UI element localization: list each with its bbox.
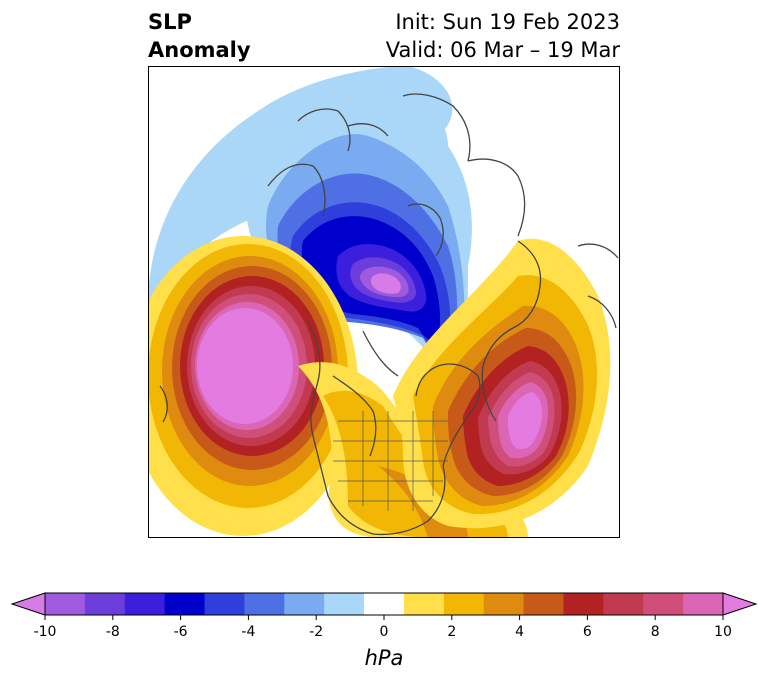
colorbar-tick-label: -2 <box>309 624 324 640</box>
colorbar-tick-label: -8 <box>105 624 120 640</box>
colorbar-tick-label: 0 <box>379 624 389 640</box>
colorbar-segment <box>324 593 365 615</box>
pacific-high-anomaly <box>148 236 358 536</box>
map-panel <box>148 66 620 538</box>
colorbar-segment <box>364 593 405 615</box>
title-line-1: SLP <box>148 10 192 34</box>
valid-range: Valid: 06 Mar – 19 Mar <box>385 38 620 62</box>
colorbar-segment <box>603 593 644 615</box>
colorbar-right-arrow <box>722 592 758 616</box>
colorbar-segment <box>84 593 126 615</box>
colorbar-tick-label: 10 <box>714 624 732 640</box>
colorbar-segment <box>284 593 325 615</box>
coastlines <box>159 93 619 536</box>
colorbar-segments <box>45 593 724 615</box>
colorbar-segment <box>523 593 564 615</box>
colorbar <box>10 592 758 620</box>
slp-anomaly-map <box>148 66 620 538</box>
title-line-2: Anomaly <box>148 38 251 62</box>
colorbar-segment <box>244 593 285 615</box>
colorbar-ticks <box>44 615 724 620</box>
colorbar-segment <box>204 593 245 615</box>
colorbar-tick-label: -4 <box>241 624 256 640</box>
colorbar-tick-label: 2 <box>447 624 457 640</box>
low-anomaly-core <box>370 273 401 294</box>
colorbar-segment <box>563 593 604 615</box>
colorbar-segment <box>164 593 206 615</box>
atlantic-high-anomaly <box>393 238 611 529</box>
colorbar-segment <box>403 593 445 615</box>
colorbar-tick-label: -10 <box>33 624 57 640</box>
us-state-borders <box>333 411 448 511</box>
colorbar-segment <box>483 593 525 615</box>
colorbar-segment <box>45 593 86 615</box>
colorbar-segment <box>683 593 724 615</box>
colorbar-segment <box>643 593 684 615</box>
colorbar-tick-label: 8 <box>650 624 660 640</box>
map-border <box>148 66 620 538</box>
colorbar-segment <box>443 593 485 615</box>
map-title: SLP Anomaly <box>148 8 251 64</box>
init-date: Init: Sun 19 Feb 2023 <box>395 10 620 34</box>
colorbar-segment <box>124 593 166 615</box>
forecast-dates: Init: Sun 19 Feb 2023 Valid: 06 Mar – 19… <box>386 8 620 64</box>
colorbar-tick-label: 4 <box>515 624 525 640</box>
colorbar-tick-label: 6 <box>582 624 592 640</box>
colorbar-tick-label: -6 <box>173 624 188 640</box>
colorbar-left-arrow <box>10 592 46 616</box>
colorbar-unit-label: hPa <box>364 646 404 670</box>
